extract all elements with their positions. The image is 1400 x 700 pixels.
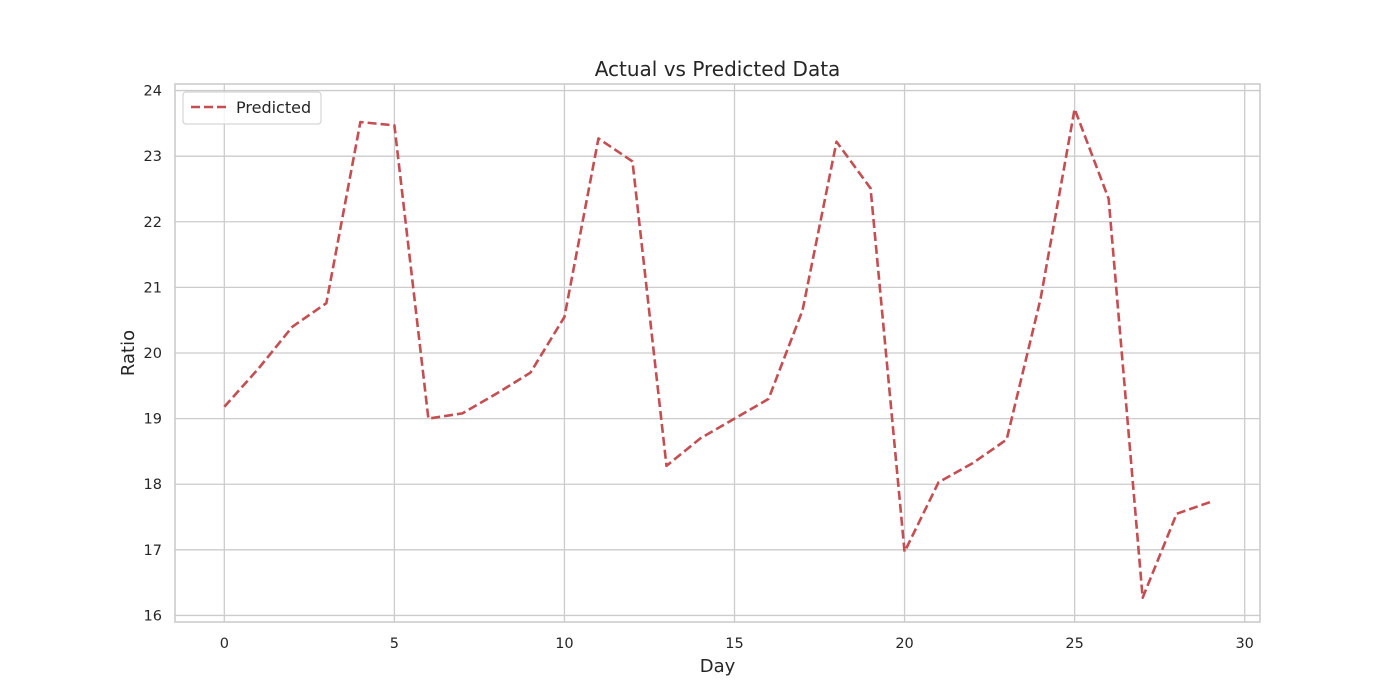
grid xyxy=(175,84,1260,622)
x-tick-label: 20 xyxy=(895,636,913,652)
y-tick-label: 18 xyxy=(144,477,162,493)
legend: Predicted xyxy=(182,91,322,125)
legend-box xyxy=(182,91,322,125)
legend-label-predicted: Predicted xyxy=(236,98,311,117)
y-tick-labels: 16 17 18 19 20 21 22 23 24 xyxy=(144,84,162,625)
x-tick-label: 30 xyxy=(1235,636,1253,652)
y-tick-label: 17 xyxy=(144,543,162,559)
y-tick-label: 19 xyxy=(144,412,162,428)
x-tick-label: 25 xyxy=(1065,636,1083,652)
series-line-predicted xyxy=(223,107,1212,600)
x-tick-label: 0 xyxy=(220,636,229,652)
x-tick-label: 5 xyxy=(390,636,399,652)
y-tick-label: 24 xyxy=(144,84,162,100)
y-tick-label: 20 xyxy=(144,346,162,362)
x-tick-label: 10 xyxy=(555,636,573,652)
chart-title: Actual vs Predicted Data xyxy=(595,57,841,81)
x-axis-label: Day xyxy=(700,656,736,677)
x-tick-labels: 0 5 10 15 20 25 30 xyxy=(220,636,1254,652)
series-layer xyxy=(223,107,1212,600)
y-axis-label: Ratio xyxy=(118,330,139,376)
y-tick-label: 21 xyxy=(144,280,162,296)
y-tick-label: 22 xyxy=(144,215,162,231)
y-tick-label: 23 xyxy=(144,149,162,165)
y-tick-label: 16 xyxy=(144,608,162,624)
plot-frame xyxy=(174,83,1261,623)
x-tick-label: 15 xyxy=(725,636,743,652)
